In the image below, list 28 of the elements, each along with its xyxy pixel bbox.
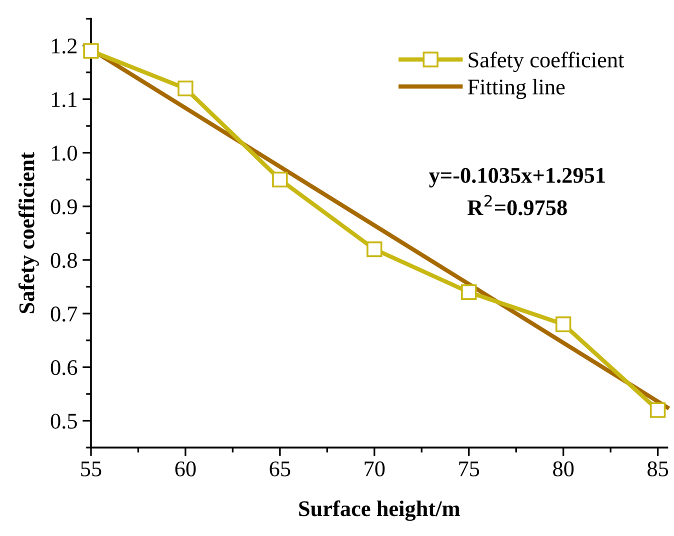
x-tick-label: 60 xyxy=(175,461,196,476)
legend-label: Safety coefficient xyxy=(468,52,624,72)
x-tick-label: 70 xyxy=(364,461,385,476)
point xyxy=(178,80,194,96)
y-tick-label: 0.5 xyxy=(50,414,77,429)
y-tick-label: 1.0 xyxy=(52,146,77,161)
x-tick-label: 85 xyxy=(648,461,668,476)
point xyxy=(650,402,666,418)
x-tick-label: 55 xyxy=(81,462,102,476)
x-tick-label: 80 xyxy=(553,461,574,476)
annotation: R$^{2}$=0.9758 xyxy=(467,194,567,216)
y-tick-label: 0.6 xyxy=(50,360,78,376)
point xyxy=(83,43,99,59)
x-axis-title: Surface height/m xyxy=(299,500,460,521)
x-tick-label: 75 xyxy=(459,462,480,476)
annotation: y=-0.1035x+1.2951 xyxy=(429,168,605,188)
y-tick-label: 1.1 xyxy=(52,92,76,108)
point xyxy=(272,172,288,188)
point xyxy=(555,316,572,332)
y-tick-label: 0.7 xyxy=(50,306,78,322)
x-tick-label: 65 xyxy=(270,461,290,476)
point xyxy=(461,284,477,300)
y-tick-label: 1.2 xyxy=(52,38,77,54)
y-axis-title: Safety coefficient xyxy=(18,152,39,314)
legend-label: Fitting line xyxy=(468,78,565,100)
point xyxy=(366,241,382,258)
y-tick-label: 0.8 xyxy=(50,252,77,268)
y-tick-label: 0.9 xyxy=(50,199,77,214)
